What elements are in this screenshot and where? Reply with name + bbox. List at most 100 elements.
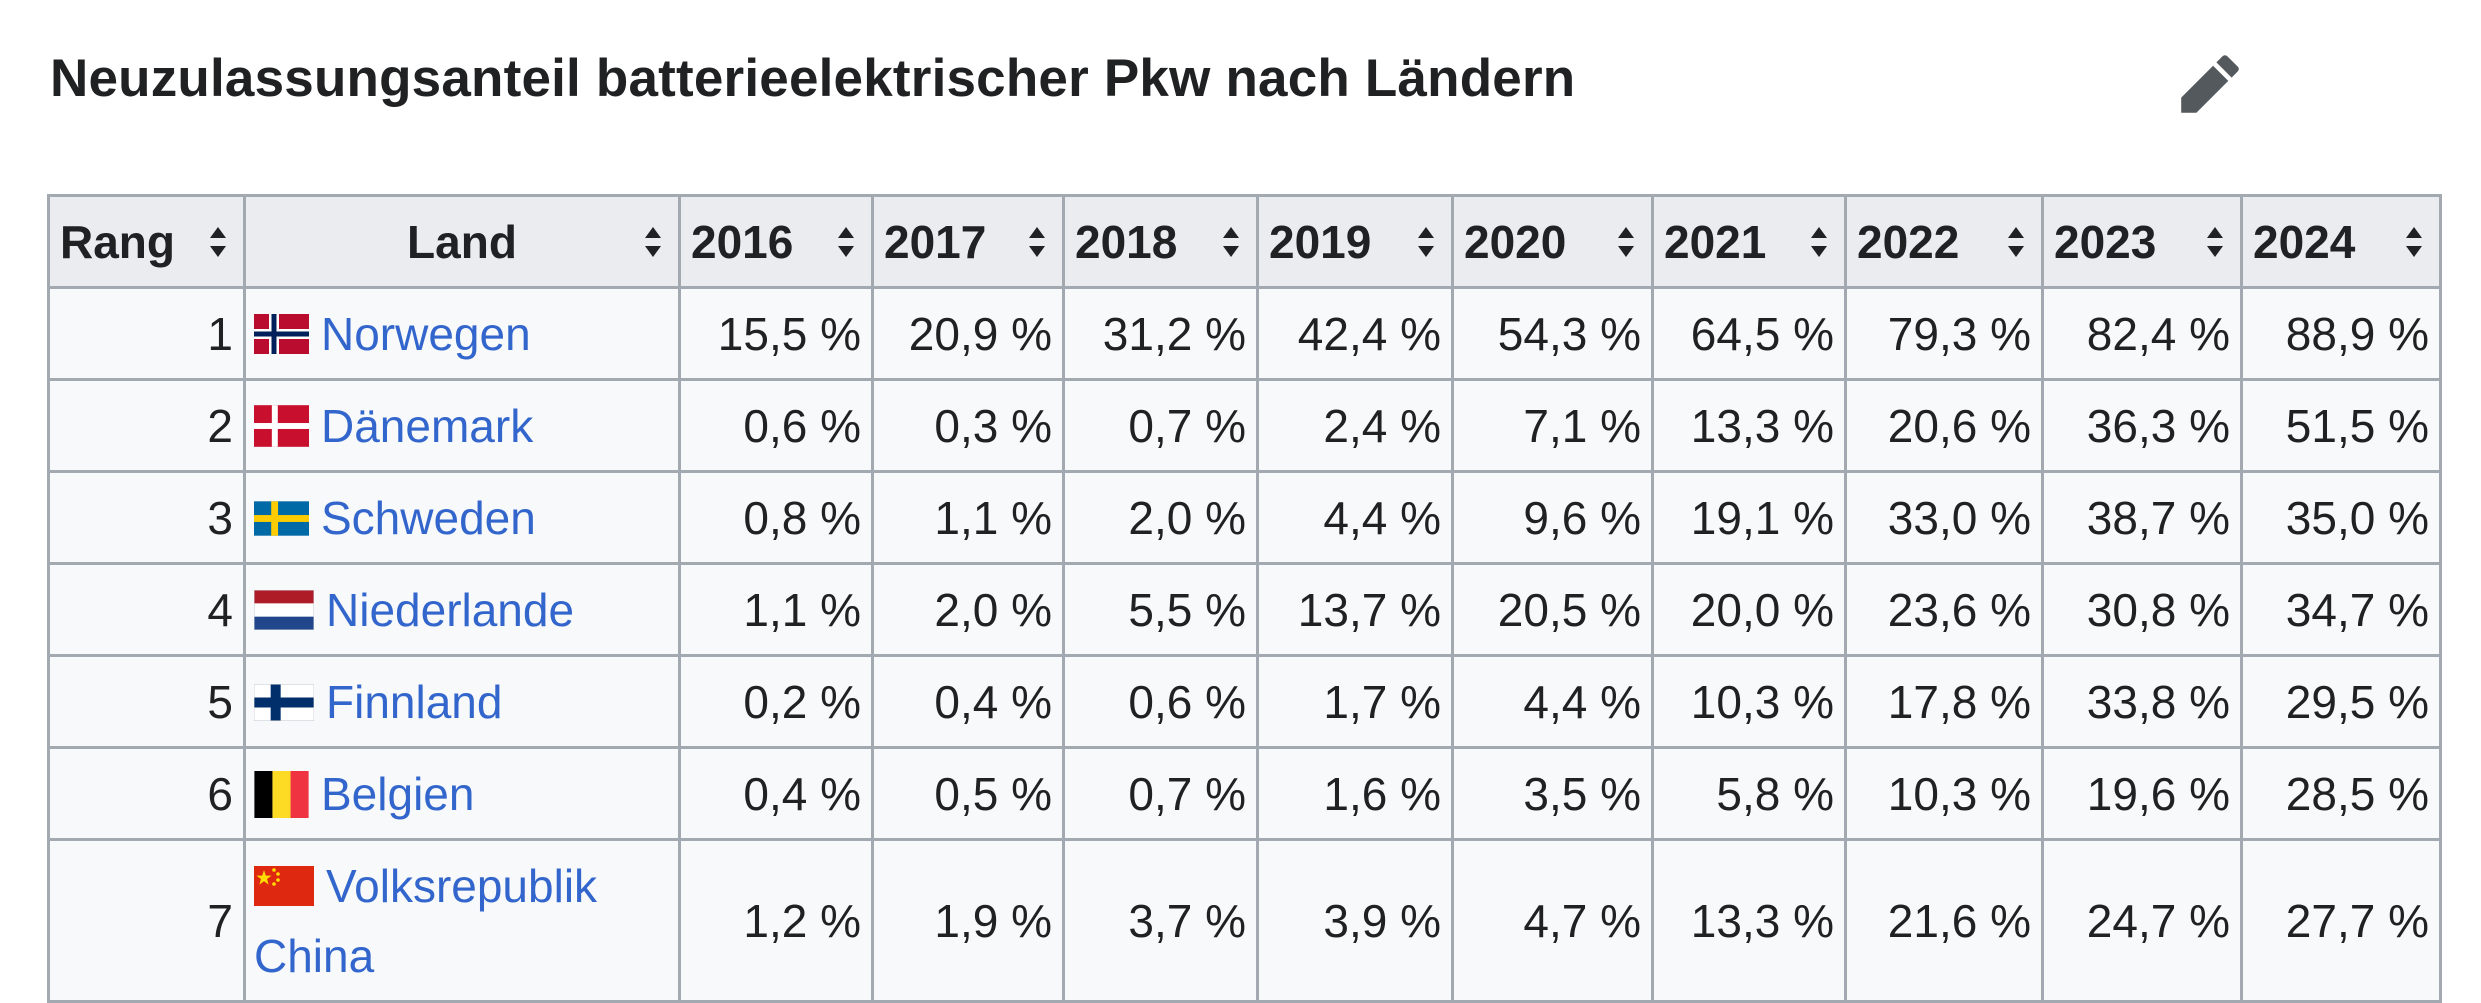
column-header-2023[interactable]: 2023 [2041, 194, 2243, 289]
belgium-flag-icon [254, 770, 309, 818]
column-header-land[interactable]: Land [243, 194, 681, 289]
share-cell-2017: 1,9 % [871, 838, 1065, 1003]
share-cell-2019: 3,9 % [1256, 838, 1454, 1003]
share-cell-2020: 54,3 % [1451, 286, 1654, 381]
share-cell-2018: 0,7 % [1062, 378, 1259, 473]
share-cell-2023: 30,8 % [2041, 562, 2243, 657]
share-cell-2024: 51,5 % [2240, 378, 2442, 473]
share-cell-2017: 2,0 % [871, 562, 1065, 657]
country-cell: Niederlande [243, 562, 681, 657]
share-cell-2023: 82,4 % [2041, 286, 2243, 381]
country-link[interactable]: Finnland [326, 675, 503, 728]
share-cell-2024: 34,7 % [2240, 562, 2442, 657]
rank-cell: 6 [47, 746, 246, 841]
sort-arrows-icon[interactable] [2403, 225, 2425, 259]
rank-cell: 2 [47, 378, 246, 473]
column-header-2024[interactable]: 2024 [2240, 194, 2442, 289]
column-header-label: 2016 [691, 215, 794, 268]
column-header-rang[interactable]: Rang [47, 194, 246, 289]
share-cell-2016: 0,8 % [678, 470, 874, 565]
finland-flag-icon [254, 683, 314, 721]
column-header-label: 2024 [2253, 215, 2356, 268]
sort-arrows-icon[interactable] [207, 225, 229, 259]
rank-cell: 1 [47, 286, 246, 381]
column-header-2018[interactable]: 2018 [1062, 194, 1259, 289]
share-cell-2019: 42,4 % [1256, 286, 1454, 381]
country-link[interactable]: Norwegen [321, 307, 531, 360]
column-header-2022[interactable]: 2022 [1844, 194, 2044, 289]
table-row: 1 Norwegen 15,5 % 20,9 % 31,2 % 42,4 % 54,3 % 6… [47, 286, 2442, 381]
share-cell-2020: 3,5 % [1451, 746, 1654, 841]
sort-arrows-icon[interactable] [2204, 225, 2226, 259]
column-header-label: Land [407, 215, 517, 268]
share-cell-2021: 10,3 % [1651, 654, 1847, 749]
column-header-2021[interactable]: 2021 [1651, 194, 1847, 289]
share-cell-2017: 20,9 % [871, 286, 1065, 381]
share-cell-2016: 0,2 % [678, 654, 874, 749]
china-flag-icon [254, 866, 314, 907]
country-link[interactable]: Belgien [321, 767, 475, 820]
column-header-label: 2020 [1464, 215, 1567, 268]
column-header-label: 2017 [884, 215, 987, 268]
rank-cell: 7 [47, 838, 246, 1003]
country-link[interactable]: Volksrepublik China [254, 859, 598, 982]
country-link[interactable]: Dänemark [321, 399, 534, 452]
share-cell-2020: 20,5 % [1451, 562, 1654, 657]
column-header-2020[interactable]: 2020 [1451, 194, 1654, 289]
share-cell-2016: 1,1 % [678, 562, 874, 657]
share-cell-2024: 35,0 % [2240, 470, 2442, 565]
share-cell-2022: 10,3 % [1844, 746, 2044, 841]
share-cell-2020: 4,4 % [1451, 654, 1654, 749]
share-cell-2017: 0,5 % [871, 746, 1065, 841]
country-cell: Finnland [243, 654, 681, 749]
share-cell-2022: 33,0 % [1844, 470, 2044, 565]
country-link[interactable]: Schweden [321, 491, 536, 544]
sort-arrows-icon[interactable] [1220, 225, 1242, 259]
share-cell-2022: 79,3 % [1844, 286, 2044, 381]
share-cell-2018: 0,7 % [1062, 746, 1259, 841]
rank-cell: 3 [47, 470, 246, 565]
table-row: 3 Schweden 0,8 % 1,1 % 2,0 % 4,4 % 9,6 % 19,1 %… [47, 470, 2442, 565]
column-header-label: 2022 [1857, 215, 1960, 268]
share-cell-2021: 13,3 % [1651, 838, 1847, 1003]
column-header-2016[interactable]: 2016 [678, 194, 874, 289]
country-cell: Schweden [243, 470, 681, 565]
sort-arrows-icon[interactable] [1615, 225, 1637, 259]
table-row: 4 Niederlande 1,1 % 2,0 % 5,5 % 13,7 % 20,5 % 2… [47, 562, 2442, 657]
share-cell-2021: 13,3 % [1651, 378, 1847, 473]
share-cell-2020: 9,6 % [1451, 470, 1654, 565]
share-cell-2017: 0,3 % [871, 378, 1065, 473]
sort-arrows-icon[interactable] [1808, 225, 1830, 259]
table-row: 2 Dänemark 0,6 % 0,3 % 0,7 % 2,4 % 7,1 % 13,3 %… [47, 378, 2442, 473]
share-cell-2018: 0,6 % [1062, 654, 1259, 749]
country-link[interactable]: Niederlande [326, 583, 575, 636]
share-cell-2022: 20,6 % [1844, 378, 2044, 473]
sort-arrows-icon[interactable] [2005, 225, 2027, 259]
sort-arrows-icon[interactable] [835, 225, 857, 259]
share-cell-2023: 33,8 % [2041, 654, 2243, 749]
share-cell-2024: 29,5 % [2240, 654, 2442, 749]
table-row: 6 Belgien 0,4 % 0,5 % 0,7 % 1,6 % 3,5 % 5,8 % 10… [47, 746, 2442, 841]
share-cell-2024: 28,5 % [2240, 746, 2442, 841]
share-cell-2023: 36,3 % [2041, 378, 2243, 473]
pencil-icon[interactable] [2178, 52, 2242, 116]
share-cell-2017: 1,1 % [871, 470, 1065, 565]
column-header-label: 2023 [2054, 215, 2157, 268]
ev-share-table: Rang Land 2016 2017 2018 2019 2020 2021 2022 2023… [47, 194, 2442, 1003]
share-cell-2019: 4,4 % [1256, 470, 1454, 565]
share-cell-2018: 3,7 % [1062, 838, 1259, 1003]
share-cell-2019: 2,4 % [1256, 378, 1454, 473]
column-header-2017[interactable]: 2017 [871, 194, 1065, 289]
country-cell: Dänemark [243, 378, 681, 473]
column-header-2019[interactable]: 2019 [1256, 194, 1454, 289]
sort-arrows-icon[interactable] [642, 225, 664, 259]
share-cell-2024: 27,7 % [2240, 838, 2442, 1003]
sort-arrows-icon[interactable] [1415, 225, 1437, 259]
share-cell-2023: 24,7 % [2041, 838, 2243, 1003]
share-cell-2021: 64,5 % [1651, 286, 1847, 381]
share-cell-2021: 5,8 % [1651, 746, 1847, 841]
share-cell-2016: 0,6 % [678, 378, 874, 473]
rank-cell: 5 [47, 654, 246, 749]
sort-arrows-icon[interactable] [1026, 225, 1048, 259]
share-cell-2016: 15,5 % [678, 286, 874, 381]
